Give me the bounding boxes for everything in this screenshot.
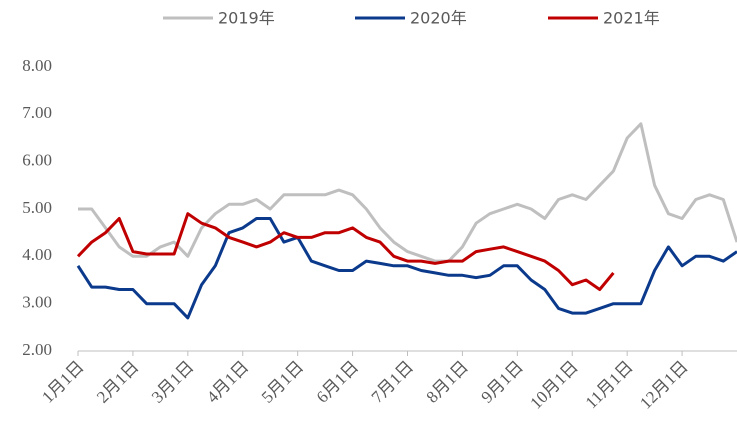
x-tick-label: 5月1日	[258, 357, 307, 406]
series-line	[76, 212, 615, 291]
y-tick-label: 7.00	[22, 103, 52, 122]
x-tick-label: 12月1日	[636, 357, 692, 413]
x-tick-label: 10月1日	[526, 357, 582, 413]
y-tick-label: 2.00	[22, 340, 52, 359]
x-tick-label: 7月1日	[368, 357, 417, 406]
x-tick-label: 4月1日	[203, 357, 252, 406]
y-tick-label: 3.00	[22, 293, 52, 312]
x-tick-label: 1月1日	[38, 357, 87, 406]
x-tick-label: 8月1日	[423, 357, 472, 406]
legend-label: 2019年	[218, 9, 275, 28]
y-tick-label: 5.00	[22, 198, 52, 217]
x-tick-label: 6月1日	[313, 357, 362, 406]
x-tick-label: 9月1日	[477, 357, 526, 406]
y-tick-label: 8.00	[22, 56, 52, 75]
legend-label: 2020年	[410, 9, 467, 28]
series-line	[78, 122, 737, 263]
x-tick-label: 3月1日	[148, 357, 197, 406]
series-line	[76, 217, 737, 320]
x-tick-label: 11月1日	[582, 357, 637, 412]
legend-label: 2021年	[603, 9, 660, 28]
x-tick-label: 2月1日	[93, 357, 142, 406]
y-tick-label: 6.00	[22, 151, 52, 170]
y-tick-label: 4.00	[22, 245, 52, 264]
